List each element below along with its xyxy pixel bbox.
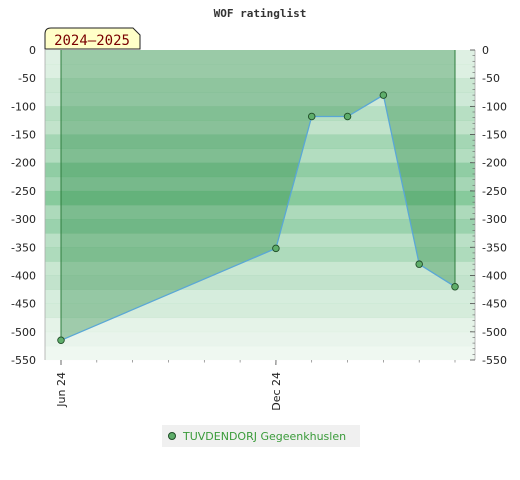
background-band	[45, 233, 475, 248]
y-tick-label-left: -100	[11, 100, 36, 113]
y-tick-label-right: -300	[482, 213, 507, 226]
y-tick-label-left: -250	[11, 185, 36, 198]
series-area	[61, 50, 455, 341]
background-band	[45, 289, 475, 304]
background-band	[45, 261, 475, 276]
y-tick-label-right: -350	[482, 241, 507, 254]
background-band	[45, 78, 475, 93]
y-tick-label-left: 0	[29, 44, 36, 57]
background-band	[45, 120, 475, 135]
y-tick-label-right: -200	[482, 157, 507, 170]
background-band	[45, 92, 475, 107]
background-band	[45, 219, 475, 234]
background-band	[45, 106, 475, 121]
y-axis-left: 0 -50 -100 -150 -200 -250 -300 -350 -400 -450 -500…	[11, 44, 46, 367]
background-band	[45, 346, 475, 360]
y-tick-label-right: -400	[482, 269, 507, 282]
background-band	[45, 317, 475, 333]
y-tick-label-right: -500	[482, 326, 507, 339]
background-band	[45, 50, 475, 65]
legend: TUVDENDORJ Gegeenkhuslen	[162, 425, 360, 447]
data-point	[451, 282, 459, 291]
data-point	[415, 260, 423, 268]
data-point	[272, 244, 280, 253]
y-tick-label-left: -450	[11, 298, 36, 311]
background-band	[45, 162, 475, 178]
background-band	[45, 303, 475, 319]
y-tick-label-left: -50	[18, 72, 36, 85]
background-band	[45, 64, 475, 79]
background-band	[45, 275, 475, 290]
background-band	[45, 190, 475, 206]
data-point	[307, 112, 316, 121]
data-point	[343, 112, 352, 121]
y-tick-label-right: -100	[482, 100, 507, 113]
y-tick-label-right: -50	[482, 72, 500, 85]
y-tick-label-left: -150	[11, 129, 36, 142]
background-band	[45, 148, 475, 164]
y-tick-label-right: -550	[482, 354, 507, 367]
y-tick-label-left: -550	[11, 354, 36, 367]
data-point	[379, 91, 388, 99]
legend-marker	[168, 432, 176, 440]
background-bands	[45, 50, 475, 360]
y-axis-right: 0 -50 -100 -150 -200 -250 -300 -350 -400 -450 -500…	[470, 44, 507, 367]
x-axis: Jun 24 Dec 24	[55, 360, 456, 411]
background-band	[45, 247, 475, 262]
legend-series-name: TUVDENDORJ Gegeenkhuslen	[183, 429, 347, 443]
season-label-box	[44, 27, 141, 50]
data-point	[57, 336, 65, 345]
x-tick-label: Dec 24	[270, 372, 283, 411]
y-tick-label-right: -450	[482, 298, 507, 311]
y-tick-label-right: 0	[482, 44, 489, 57]
background-band	[45, 331, 475, 347]
background-band	[45, 176, 475, 192]
y-tick-label-right: -150	[482, 129, 507, 142]
y-tick-label-left: -200	[11, 157, 36, 170]
y-tick-label-right: -250	[482, 185, 507, 198]
y-tick-label-left: -300	[11, 213, 36, 226]
x-tick-label: Jun 24	[55, 372, 68, 408]
season-label-text: 2024–2025	[54, 33, 130, 49]
chart-title: WOF ratinglist	[214, 7, 307, 20]
y-tick-label-left: -500	[11, 326, 36, 339]
markers	[57, 91, 459, 345]
y-tick-label-left: -400	[11, 269, 36, 282]
season-label: 2024–2025	[44, 27, 141, 50]
y-tick-label-left: -350	[11, 241, 36, 254]
background-band	[45, 134, 475, 149]
background-band	[45, 205, 475, 220]
